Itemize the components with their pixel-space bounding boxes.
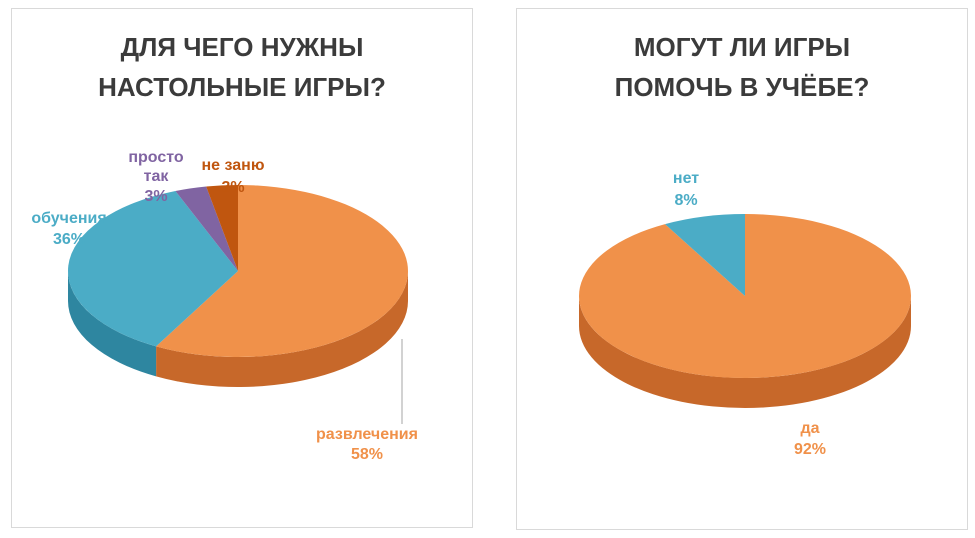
chart-title-line-2: ПОМОЧЬ В УЧЁБЕ? [614, 72, 870, 102]
pie-chart-purpose: развлечения 58% обучения 36% просто так … [31, 149, 418, 463]
pie-slice-обучения [68, 191, 238, 347]
pie-slices [578, 214, 911, 408]
data-label-net-value: 8% [674, 192, 697, 209]
pie-slice-развлечения [156, 185, 409, 357]
data-label-prosto-tak-name-1: просто [128, 149, 184, 166]
chart-title: ДЛЯ ЧЕГО НУЖНЫ НАСТОЛЬНЫЕ ИГРЫ? [12, 27, 472, 107]
chart-title: МОГУТ ЛИ ИГРЫ ПОМОЧЬ В УЧЁБЕ? [517, 27, 967, 107]
pie-slice-нет [665, 214, 745, 296]
data-label-ne-zanyu-name: не заню [202, 157, 265, 174]
data-label-da-value: 92% [794, 441, 826, 458]
data-label-razvlecheniya-value: 58% [351, 446, 383, 463]
pie-slice-side-да [579, 296, 911, 408]
pie-chart-study: нет 8% да 92% [578, 170, 911, 458]
data-label-da-name: да [800, 420, 819, 437]
chart-title-line-1: МОГУТ ЛИ ИГРЫ [633, 32, 851, 62]
data-label-prosto-tak-name-2: так [144, 168, 170, 185]
data-label-obucheniya-value: 36% [53, 231, 85, 248]
chart-panel-study: МОГУТ ЛИ ИГРЫ ПОМОЧЬ В УЧЁБЕ? нет 8% да … [516, 8, 968, 530]
pie-slice-side-развлечения [156, 271, 408, 387]
pie-slice-не-заню [206, 185, 238, 271]
pie-slice-просто-так [175, 186, 238, 271]
pie-slice-да [578, 214, 911, 379]
data-label-obucheniya-name: обучения [31, 210, 106, 227]
chart-panel-purpose: ДЛЯ ЧЕГО НУЖНЫ НАСТОЛЬНЫЕ ИГРЫ? развлече… [11, 8, 473, 528]
data-label-razvlecheniya-name: развлечения [316, 426, 418, 443]
data-label-net-name: нет [673, 170, 699, 187]
pie-slices [68, 185, 409, 387]
chart-title-line-1: ДЛЯ ЧЕГО НУЖНЫ [120, 32, 364, 62]
data-label-ne-zanyu-value: 3% [221, 179, 244, 196]
chart-title-line-2: НАСТОЛЬНЫЕ ИГРЫ? [98, 72, 386, 102]
pie-slice-side-обучения [68, 271, 157, 377]
data-label-prosto-tak-value: 3% [144, 188, 167, 205]
